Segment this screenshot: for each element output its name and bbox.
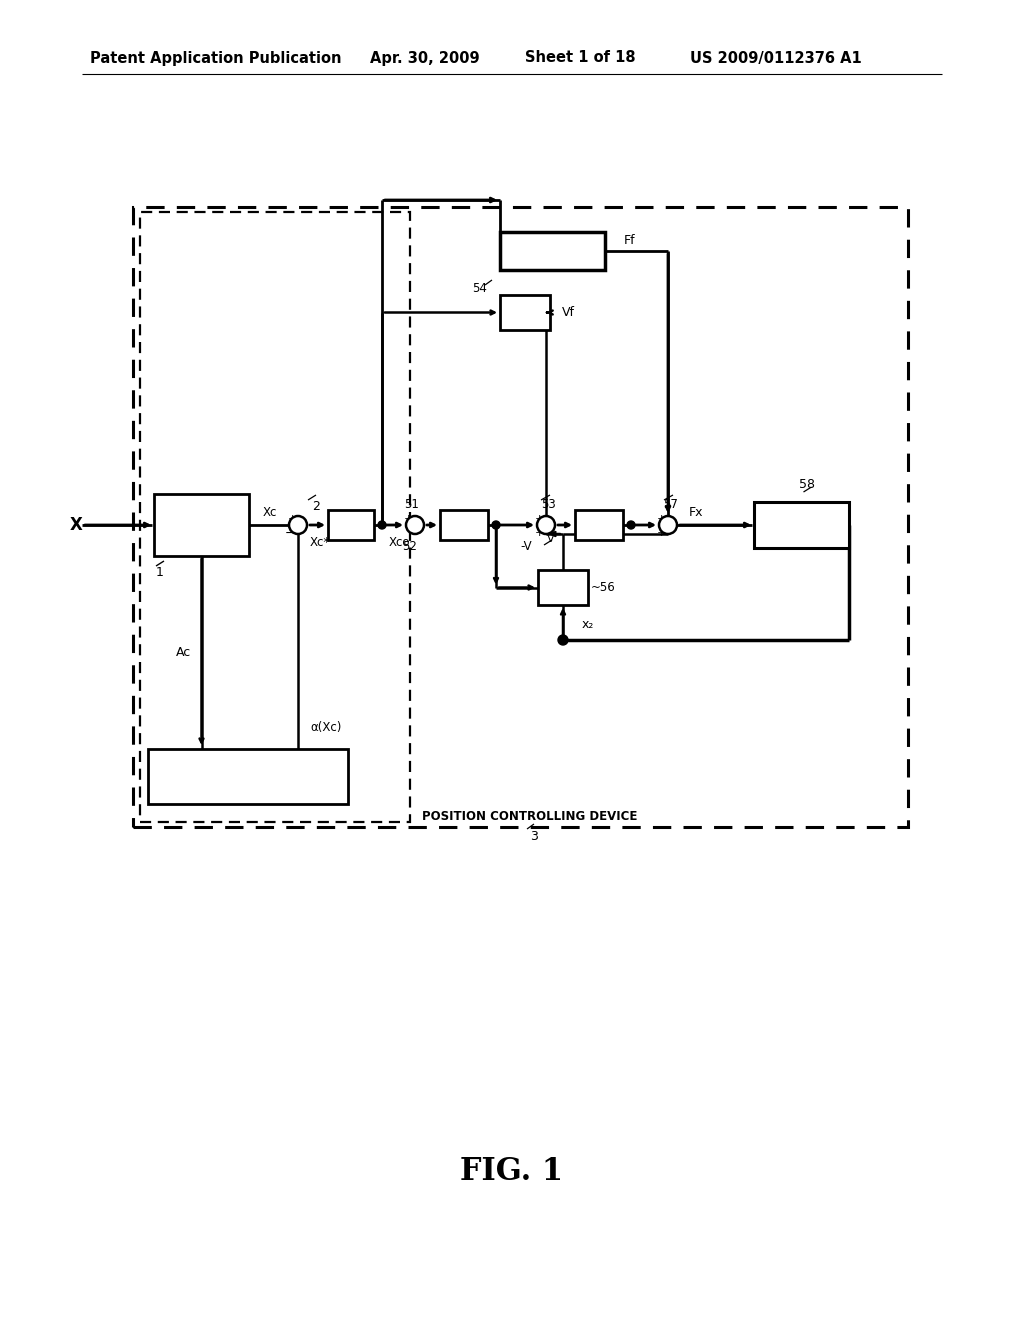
Text: −: − [294, 527, 304, 540]
Text: Sheet 1 of 18: Sheet 1 of 18 [525, 50, 636, 66]
Circle shape [537, 516, 555, 535]
Text: S: S [557, 578, 569, 597]
Text: PROCESSOR: PROCESSOR [174, 533, 229, 543]
Text: x₂: x₂ [582, 619, 594, 631]
Text: 57: 57 [664, 499, 679, 511]
Text: -V: -V [520, 540, 531, 553]
Text: $S^2$+$\beta$S+(Ra/Mb): $S^2$+$\beta$S+(Ra/Mb) [203, 780, 293, 799]
Text: Fx: Fx [689, 506, 703, 519]
Text: +: + [656, 513, 666, 524]
Text: DECELERATION: DECELERATION [168, 523, 236, 532]
Text: 1: 1 [156, 565, 164, 578]
Bar [575, 510, 623, 540]
Text: 3: 3 [530, 829, 538, 842]
Text: Patent Application Publication: Patent Application Publication [90, 50, 341, 66]
Bar [538, 570, 588, 605]
Text: −: − [411, 527, 421, 540]
Circle shape [406, 516, 424, 535]
Text: Xco: Xco [388, 536, 410, 549]
Bar [140, 213, 410, 822]
Text: −: − [285, 527, 295, 540]
Text: Ff: Ff [625, 235, 636, 248]
Text: 52: 52 [402, 540, 418, 553]
Circle shape [492, 521, 500, 529]
Text: $P_2^{-1}$$\cdot$M: $P_2^{-1}$$\cdot$M [529, 239, 577, 263]
Bar [133, 207, 908, 828]
Text: 58: 58 [799, 478, 814, 491]
Text: Xc*: Xc* [310, 536, 330, 549]
Text: Gp: Gp [453, 517, 476, 532]
Circle shape [627, 521, 635, 529]
Circle shape [659, 516, 677, 535]
Circle shape [289, 516, 307, 535]
Text: POSITION CONTROLLING DEVICE: POSITION CONTROLLING DEVICE [422, 810, 638, 824]
Text: US 2009/0112376 A1: US 2009/0112376 A1 [690, 50, 862, 66]
Bar [500, 294, 550, 330]
Bar [754, 502, 849, 548]
Text: 51: 51 [404, 499, 420, 511]
Text: FIG. 1: FIG. 1 [461, 1156, 563, 1188]
Text: α(Xc): α(Xc) [310, 721, 341, 734]
Text: Apr. 30, 2009: Apr. 30, 2009 [370, 50, 479, 66]
Bar [440, 510, 488, 540]
Bar [328, 510, 374, 540]
Text: 1: 1 [244, 759, 253, 772]
Text: Gv: Gv [588, 517, 610, 532]
Text: −: − [542, 527, 552, 540]
Text: TARGET: TARGET [773, 512, 830, 525]
Bar [154, 494, 249, 556]
Bar [500, 232, 605, 271]
Text: X: X [70, 516, 83, 535]
Text: ACCELERATION AND: ACCELERATION AND [157, 512, 247, 521]
Text: 53: 53 [542, 499, 556, 511]
Text: ~56: ~56 [591, 581, 615, 594]
Text: M: M [343, 517, 358, 532]
Text: Xc: Xc [263, 506, 278, 519]
Circle shape [558, 635, 568, 645]
Text: +: + [656, 528, 666, 539]
Text: Vf: Vf [561, 306, 574, 319]
Text: +: + [288, 513, 297, 524]
Text: 2: 2 [312, 500, 319, 513]
Text: Ac: Ac [176, 645, 191, 659]
Text: PLANT: PLANT [777, 527, 826, 540]
Bar [148, 748, 348, 804]
Text: +: + [535, 513, 544, 524]
Circle shape [378, 521, 386, 529]
Text: +: + [535, 528, 544, 539]
Text: +: + [403, 513, 413, 524]
Text: S: S [519, 304, 531, 322]
Text: 54: 54 [472, 282, 487, 296]
Text: V: V [547, 535, 555, 544]
